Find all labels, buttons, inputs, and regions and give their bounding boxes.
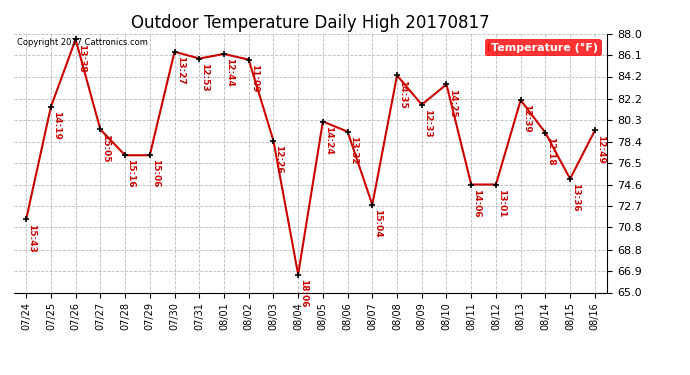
Text: 12:53: 12:53: [200, 63, 209, 91]
Text: 14:19: 14:19: [52, 111, 61, 140]
Text: 12:18: 12:18: [546, 137, 555, 165]
Text: 15:16: 15:16: [126, 159, 135, 188]
Text: 18:06: 18:06: [299, 279, 308, 307]
Text: 15:05: 15:05: [101, 134, 110, 162]
Text: 15:06: 15:06: [151, 159, 160, 188]
Text: 13:27: 13:27: [175, 56, 184, 85]
Text: 12:26: 12:26: [275, 145, 284, 173]
Text: Copyright 2017 Cattronics.com: Copyright 2017 Cattronics.com: [17, 38, 148, 46]
Title: Outdoor Temperature Daily High 20170817: Outdoor Temperature Daily High 20170817: [131, 14, 490, 32]
Text: 13:32: 13:32: [348, 136, 357, 164]
Text: 12:44: 12:44: [225, 58, 234, 87]
Text: 13:01: 13:01: [497, 189, 506, 217]
Text: 11:09: 11:09: [250, 64, 259, 92]
Text: 14:35: 14:35: [398, 80, 407, 108]
Text: 14:24: 14:24: [324, 126, 333, 154]
Text: 12:33: 12:33: [423, 109, 432, 137]
Text: 14:06: 14:06: [472, 189, 481, 217]
Text: 14:25: 14:25: [448, 88, 457, 117]
Text: 13:38: 13:38: [77, 44, 86, 72]
Text: 15:43: 15:43: [27, 224, 36, 252]
Text: 13:36: 13:36: [571, 183, 580, 211]
Legend: Temperature (°F): Temperature (°F): [484, 39, 602, 56]
Text: 12:49: 12:49: [596, 135, 605, 164]
Text: 15:04: 15:04: [373, 209, 382, 237]
Text: 12:39: 12:39: [522, 104, 531, 133]
